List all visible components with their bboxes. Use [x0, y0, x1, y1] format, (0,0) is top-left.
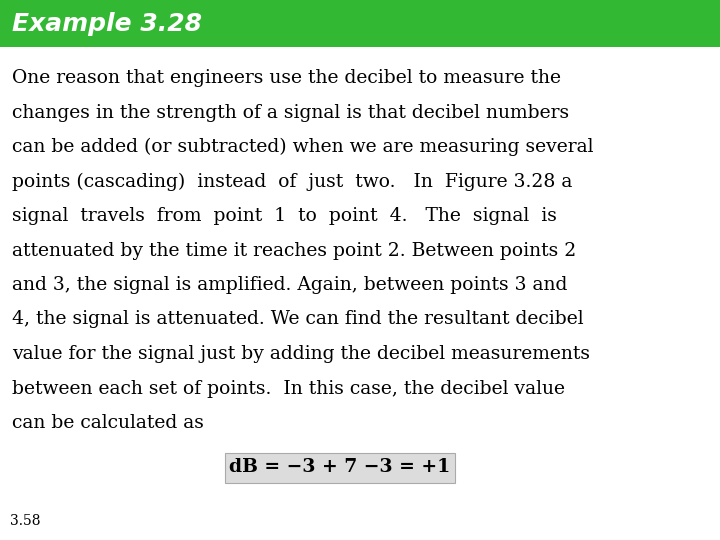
Bar [0, 0, 720, 47]
Text: can be calculated as: can be calculated as [12, 414, 204, 432]
Text: value for the signal just by adding the decibel measurements: value for the signal just by adding the … [12, 345, 590, 363]
Text: signal  travels  from  point  1  to  point  4.   The  signal  is: signal travels from point 1 to point 4. … [12, 207, 557, 225]
Text: Example 3.28: Example 3.28 [12, 11, 202, 36]
Text: 4, the signal is attenuated. We can find the resultant decibel: 4, the signal is attenuated. We can find… [12, 310, 584, 328]
Text: One reason that engineers use the decibel to measure the: One reason that engineers use the decibe… [12, 69, 561, 87]
Text: and 3, the signal is amplified. Again, between points 3 and: and 3, the signal is amplified. Again, b… [12, 276, 567, 294]
Text: points (cascading)  instead  of  just  two.   In  Figure 3.28 a: points (cascading) instead of just two. … [12, 172, 572, 191]
Text: attenuated by the time it reaches point 2. Between points 2: attenuated by the time it reaches point … [12, 241, 576, 260]
Text: dB = −3 + 7 −3 = +1: dB = −3 + 7 −3 = +1 [230, 458, 451, 476]
Text: between each set of points.  In this case, the decibel value: between each set of points. In this case… [12, 380, 565, 397]
Text: changes in the strength of a signal is that decibel numbers: changes in the strength of a signal is t… [12, 104, 569, 122]
Text: can be added (or subtracted) when we are measuring several: can be added (or subtracted) when we are… [12, 138, 593, 156]
Bar [225, 453, 455, 483]
Text: 3.58: 3.58 [10, 514, 40, 528]
